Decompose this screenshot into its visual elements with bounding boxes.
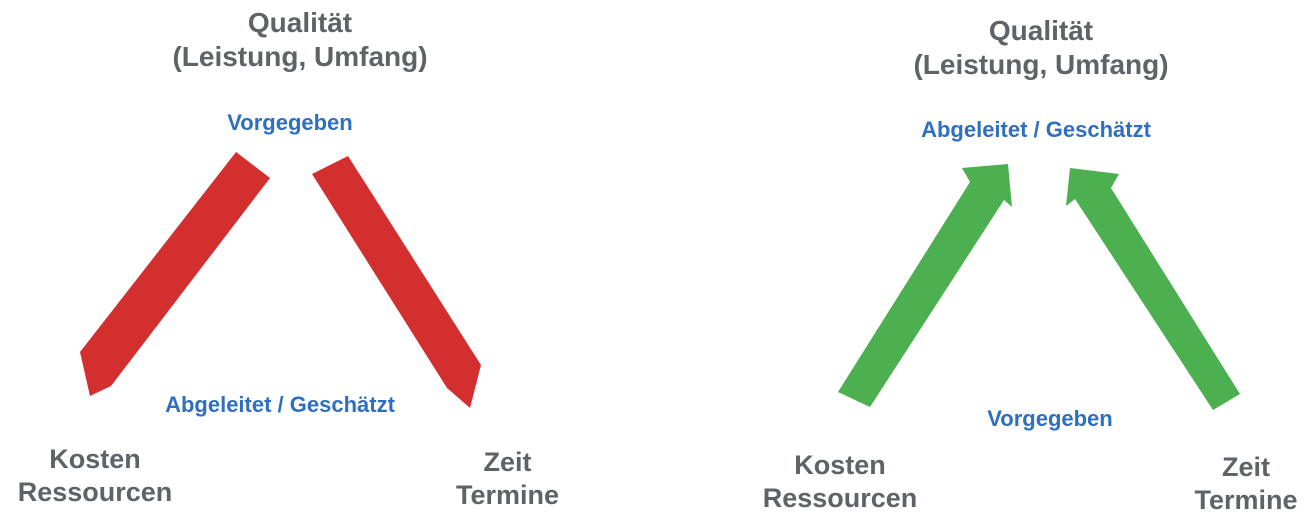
costs-resources-label: Kosten Ressourcen bbox=[745, 449, 935, 515]
costs-title: Kosten bbox=[794, 450, 886, 480]
time-title: Zeit bbox=[1221, 452, 1270, 482]
arrow-to-costs bbox=[80, 152, 270, 396]
quality-title: Qualität bbox=[247, 7, 353, 38]
diagram-quality-derived: Qualität (Leistung, Umfang) Abgeleitet /… bbox=[700, 0, 1312, 518]
deadlines-subtitle: Termine bbox=[1194, 484, 1298, 515]
arrows-inward bbox=[838, 164, 1240, 410]
arrows-outward bbox=[80, 152, 481, 408]
time-title: Zeit bbox=[483, 447, 532, 477]
time-deadlines-label: Zeit Termine bbox=[440, 446, 575, 512]
quality-label: Qualität (Leistung, Umfang) bbox=[901, 14, 1181, 82]
quality-label: Qualität (Leistung, Umfang) bbox=[160, 6, 440, 74]
costs-title: Kosten bbox=[49, 444, 141, 474]
diagram-quality-given: Qualität (Leistung, Umfang) Vorgegeben A… bbox=[0, 0, 640, 518]
time-deadlines-label: Zeit Termine bbox=[1180, 451, 1312, 517]
resources-subtitle: Ressourcen bbox=[762, 482, 918, 513]
quality-subtitle: (Leistung, Umfang) bbox=[172, 41, 428, 73]
top-status-label: Abgeleitet / Geschätzt bbox=[921, 117, 1151, 142]
arrow-from-costs bbox=[838, 164, 1012, 407]
bottom-status-label: Abgeleitet / Geschätzt bbox=[165, 392, 395, 417]
arrow-from-time bbox=[1066, 168, 1240, 410]
quality-subtitle: (Leistung, Umfang) bbox=[913, 49, 1169, 81]
quality-title: Qualität bbox=[988, 15, 1094, 46]
arrow-to-time bbox=[312, 156, 481, 408]
costs-resources-label: Kosten Ressourcen bbox=[0, 443, 190, 509]
resources-subtitle: Ressourcen bbox=[17, 476, 173, 507]
bottom-status-label: Vorgegeben bbox=[987, 406, 1113, 431]
top-status-label: Vorgegeben bbox=[227, 110, 353, 135]
deadlines-subtitle: Termine bbox=[455, 479, 560, 510]
